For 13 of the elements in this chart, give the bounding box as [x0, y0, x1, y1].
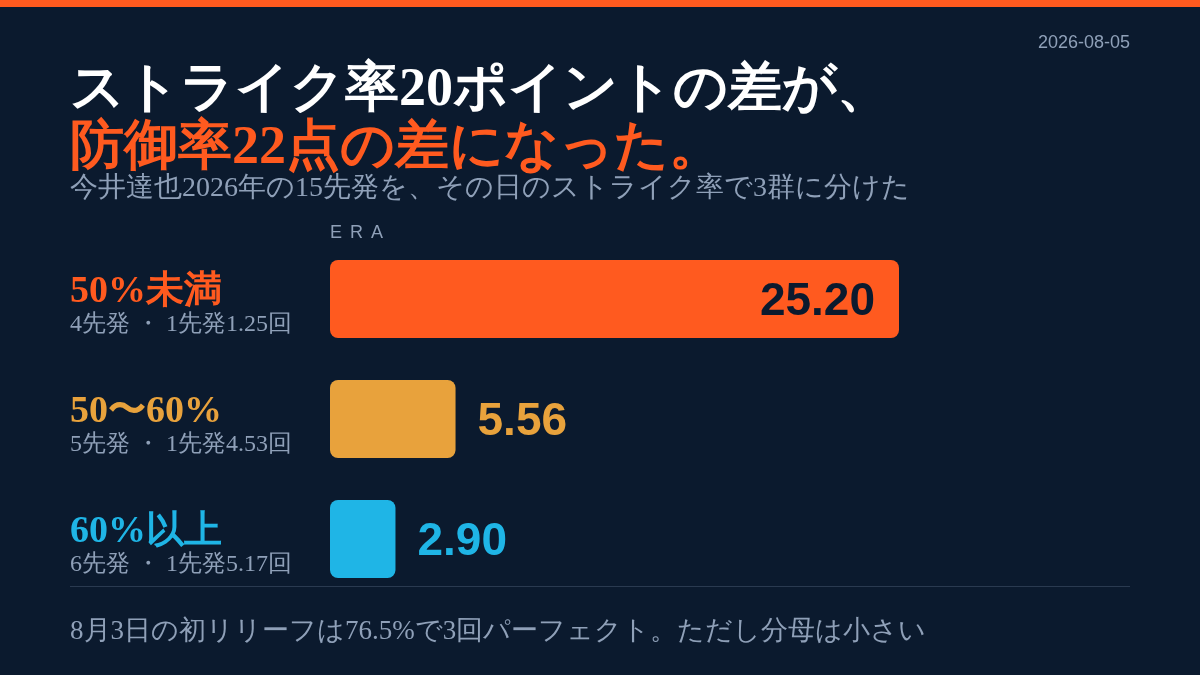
text: 5先発 ・ 1先発4.53回	[70, 429, 293, 457]
y-tick-label: 50〜60%	[70, 388, 223, 430]
y-tick-label: 50%未満	[70, 268, 223, 310]
data-label: 2.90	[417, 513, 508, 566]
data-label: 5.56	[477, 393, 568, 446]
data-label: 25.20	[759, 273, 875, 326]
text: 8月3日の初リリーフは76.5%で3回パーフェクト。ただし分母は小さい	[70, 614, 927, 647]
x-axis-title: ERA	[330, 222, 392, 243]
text: 6先発 ・ 1先発5.17回	[70, 549, 293, 577]
chart-title: ストライク率20ポイントの差が、	[70, 57, 891, 117]
text: 4先発 ・ 1先発1.25回	[70, 309, 293, 337]
y-tick-label: 60%以上	[70, 508, 223, 550]
text: 2026-08-05	[1037, 32, 1130, 53]
